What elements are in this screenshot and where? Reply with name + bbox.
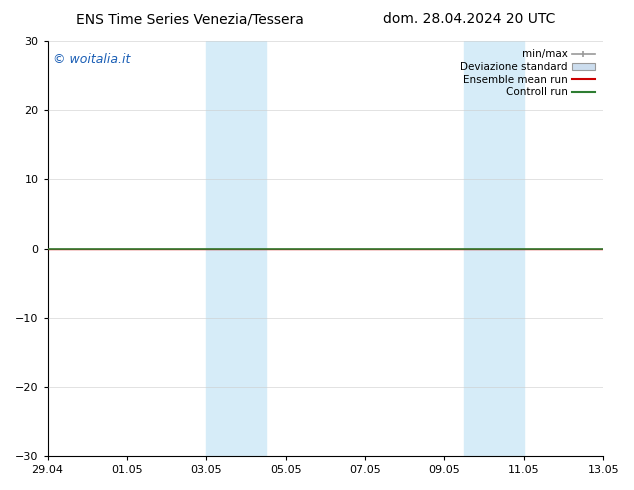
Text: ENS Time Series Venezia/Tessera: ENS Time Series Venezia/Tessera — [76, 12, 304, 26]
Bar — [464, 41, 524, 456]
Text: © woitalia.it: © woitalia.it — [53, 53, 131, 67]
Text: dom. 28.04.2024 20 UTC: dom. 28.04.2024 20 UTC — [383, 12, 555, 26]
Legend: min/max, Deviazione standard, Ensemble mean run, Controll run: min/max, Deviazione standard, Ensemble m… — [457, 46, 598, 100]
Bar — [206, 41, 266, 456]
